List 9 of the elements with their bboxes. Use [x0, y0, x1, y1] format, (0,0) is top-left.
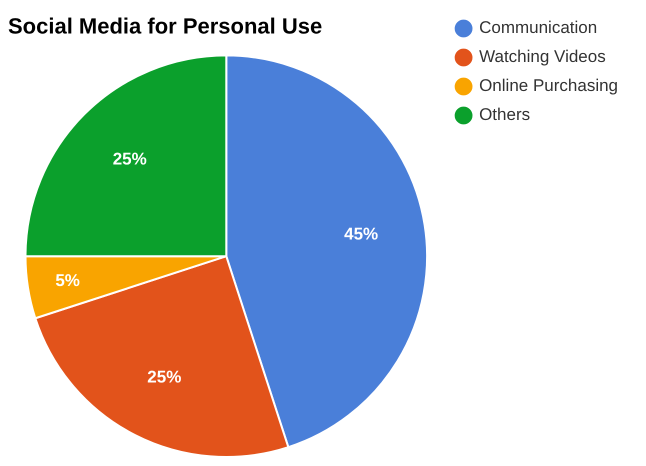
legend-label: Others [479, 105, 530, 124]
data-label: 25% [147, 368, 182, 387]
legend-label: Watching Videos [479, 47, 606, 66]
legend-label: Communication [479, 18, 598, 38]
legend-label: Online Purchasing [479, 76, 618, 96]
data-label: 5% [55, 271, 80, 290]
chart-title: Social Media for Personal Use [8, 13, 322, 38]
data-label: 25% [112, 149, 147, 168]
data-label: 45% [344, 224, 378, 244]
